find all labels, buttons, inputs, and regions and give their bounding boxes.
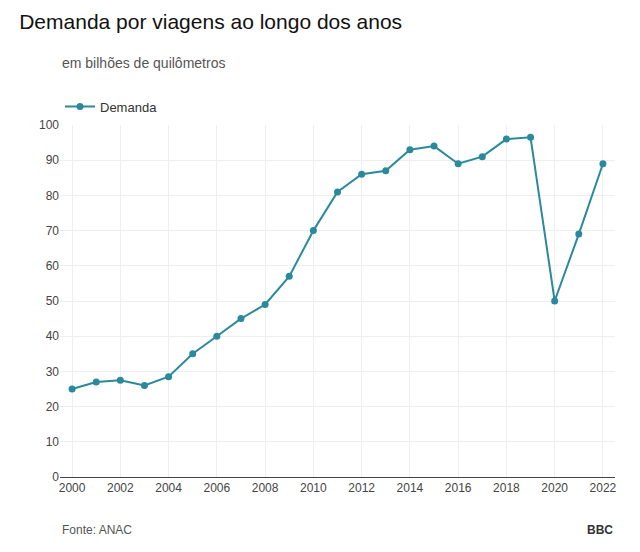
svg-text:2006: 2006 bbox=[203, 481, 230, 495]
svg-text:Demanda por viagens ao longo d: Demanda por viagens ao longo dos anos bbox=[19, 10, 402, 33]
svg-text:2012: 2012 bbox=[348, 481, 375, 495]
svg-text:2008: 2008 bbox=[252, 481, 279, 495]
svg-text:2018: 2018 bbox=[493, 481, 520, 495]
svg-text:2004: 2004 bbox=[155, 481, 182, 495]
svg-text:60: 60 bbox=[46, 259, 60, 273]
svg-text:80: 80 bbox=[46, 189, 60, 203]
svg-text:2020: 2020 bbox=[541, 481, 568, 495]
svg-text:2016: 2016 bbox=[445, 481, 472, 495]
svg-text:BBC: BBC bbox=[587, 523, 613, 537]
svg-text:2000: 2000 bbox=[59, 481, 86, 495]
svg-text:Demanda: Demanda bbox=[100, 100, 157, 115]
svg-text:70: 70 bbox=[46, 224, 60, 238]
svg-text:90: 90 bbox=[46, 153, 60, 167]
svg-text:2002: 2002 bbox=[107, 481, 134, 495]
svg-text:50: 50 bbox=[46, 294, 60, 308]
svg-text:40: 40 bbox=[46, 329, 60, 343]
svg-text:em bilhões de quilômetros: em bilhões de quilômetros bbox=[62, 55, 225, 71]
svg-text:100: 100 bbox=[39, 118, 59, 132]
svg-text:2014: 2014 bbox=[397, 481, 424, 495]
svg-text:0: 0 bbox=[52, 470, 59, 484]
svg-text:2022: 2022 bbox=[590, 481, 617, 495]
svg-text:30: 30 bbox=[46, 365, 60, 379]
svg-text:Fonte: ANAC: Fonte: ANAC bbox=[62, 523, 132, 537]
svg-text:2010: 2010 bbox=[300, 481, 327, 495]
svg-text:20: 20 bbox=[46, 400, 60, 414]
svg-text:10: 10 bbox=[46, 435, 60, 449]
